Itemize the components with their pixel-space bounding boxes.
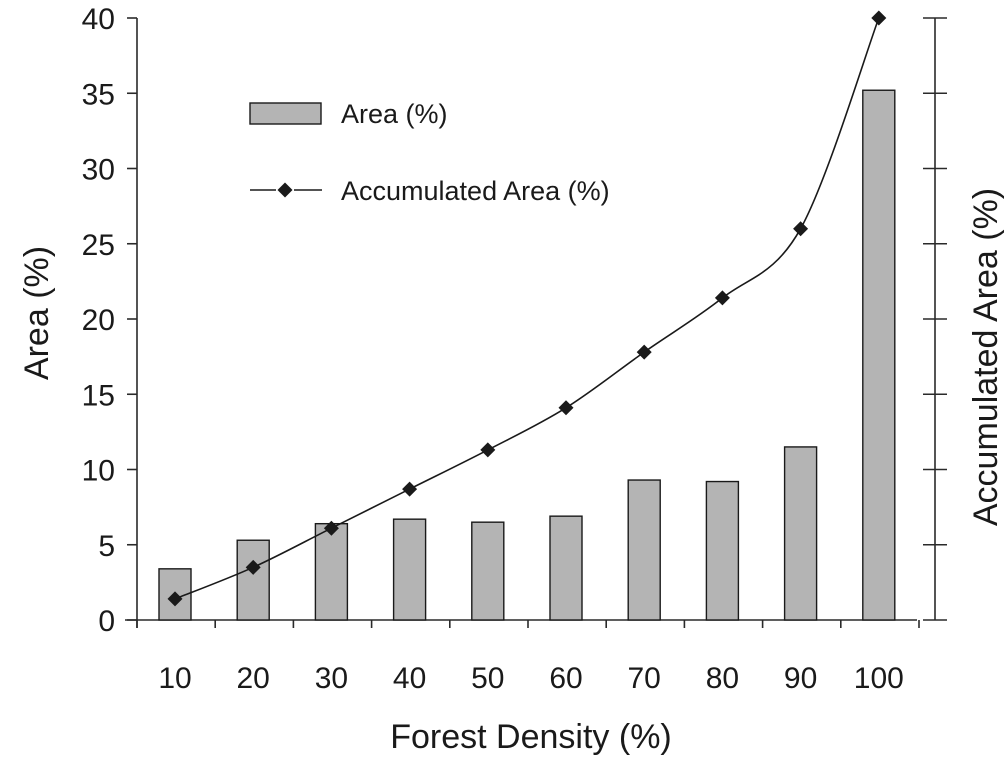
x-tick-label: 50 [471, 662, 504, 695]
y-tick-label: 20 [82, 304, 115, 337]
bar [627, 479, 661, 621]
line-point [558, 400, 574, 416]
y-axis-title: Area (%) [18, 246, 56, 380]
bar [392, 518, 427, 621]
line-series [167, 10, 887, 607]
line-point [402, 481, 418, 497]
line-point [714, 290, 730, 306]
x-tick-label: 10 [158, 662, 191, 695]
line-point [245, 559, 261, 575]
bar [314, 522, 349, 621]
x-tick-label: 80 [706, 662, 739, 695]
x-tick-label: 20 [237, 662, 270, 695]
line-point [871, 10, 887, 26]
x-tick-label: 60 [549, 662, 582, 695]
legend-bar-swatch [249, 102, 322, 125]
x-tick-label: 70 [628, 662, 661, 695]
line-point [167, 591, 183, 607]
y-tick-label: 30 [82, 154, 115, 187]
line-point [793, 221, 809, 237]
legend-diamond-marker [277, 182, 293, 198]
axes: 0 5 10 15 20 25 30 35 40 10 20 30 40 50 60 70 80 90 100 [82, 3, 947, 695]
bar [236, 539, 270, 621]
bar [471, 521, 505, 621]
x-tick-label: 40 [393, 662, 426, 695]
y-tick-label: 40 [82, 3, 115, 36]
bar [705, 480, 740, 621]
bars-series [158, 89, 896, 621]
y2-axis-title: Accumulated Area (%) [967, 188, 1005, 526]
bar [862, 89, 896, 621]
x-tick-label: 100 [854, 662, 904, 695]
y-tick-label: 5 [98, 530, 115, 563]
legend-bar-label: Area (%) [341, 99, 448, 129]
y-tick-label: 25 [82, 229, 115, 262]
x-tick-label: 30 [315, 662, 348, 695]
y-tick-label: 0 [98, 605, 115, 638]
y-tick-label: 10 [82, 455, 115, 488]
line-point [480, 442, 496, 458]
y-tick-label: 35 [82, 78, 115, 111]
legend-line-label: Accumulated Area (%) [341, 176, 610, 206]
y-tick-label: 15 [82, 379, 115, 412]
bar [783, 446, 818, 621]
line-point [636, 344, 652, 360]
x-tick-label: 90 [784, 662, 817, 695]
bar [549, 515, 583, 621]
x-axis-title: Forest Density (%) [390, 718, 672, 756]
line-point [323, 520, 339, 536]
legend: Area (%) Accumulated Area (%) [249, 99, 610, 206]
